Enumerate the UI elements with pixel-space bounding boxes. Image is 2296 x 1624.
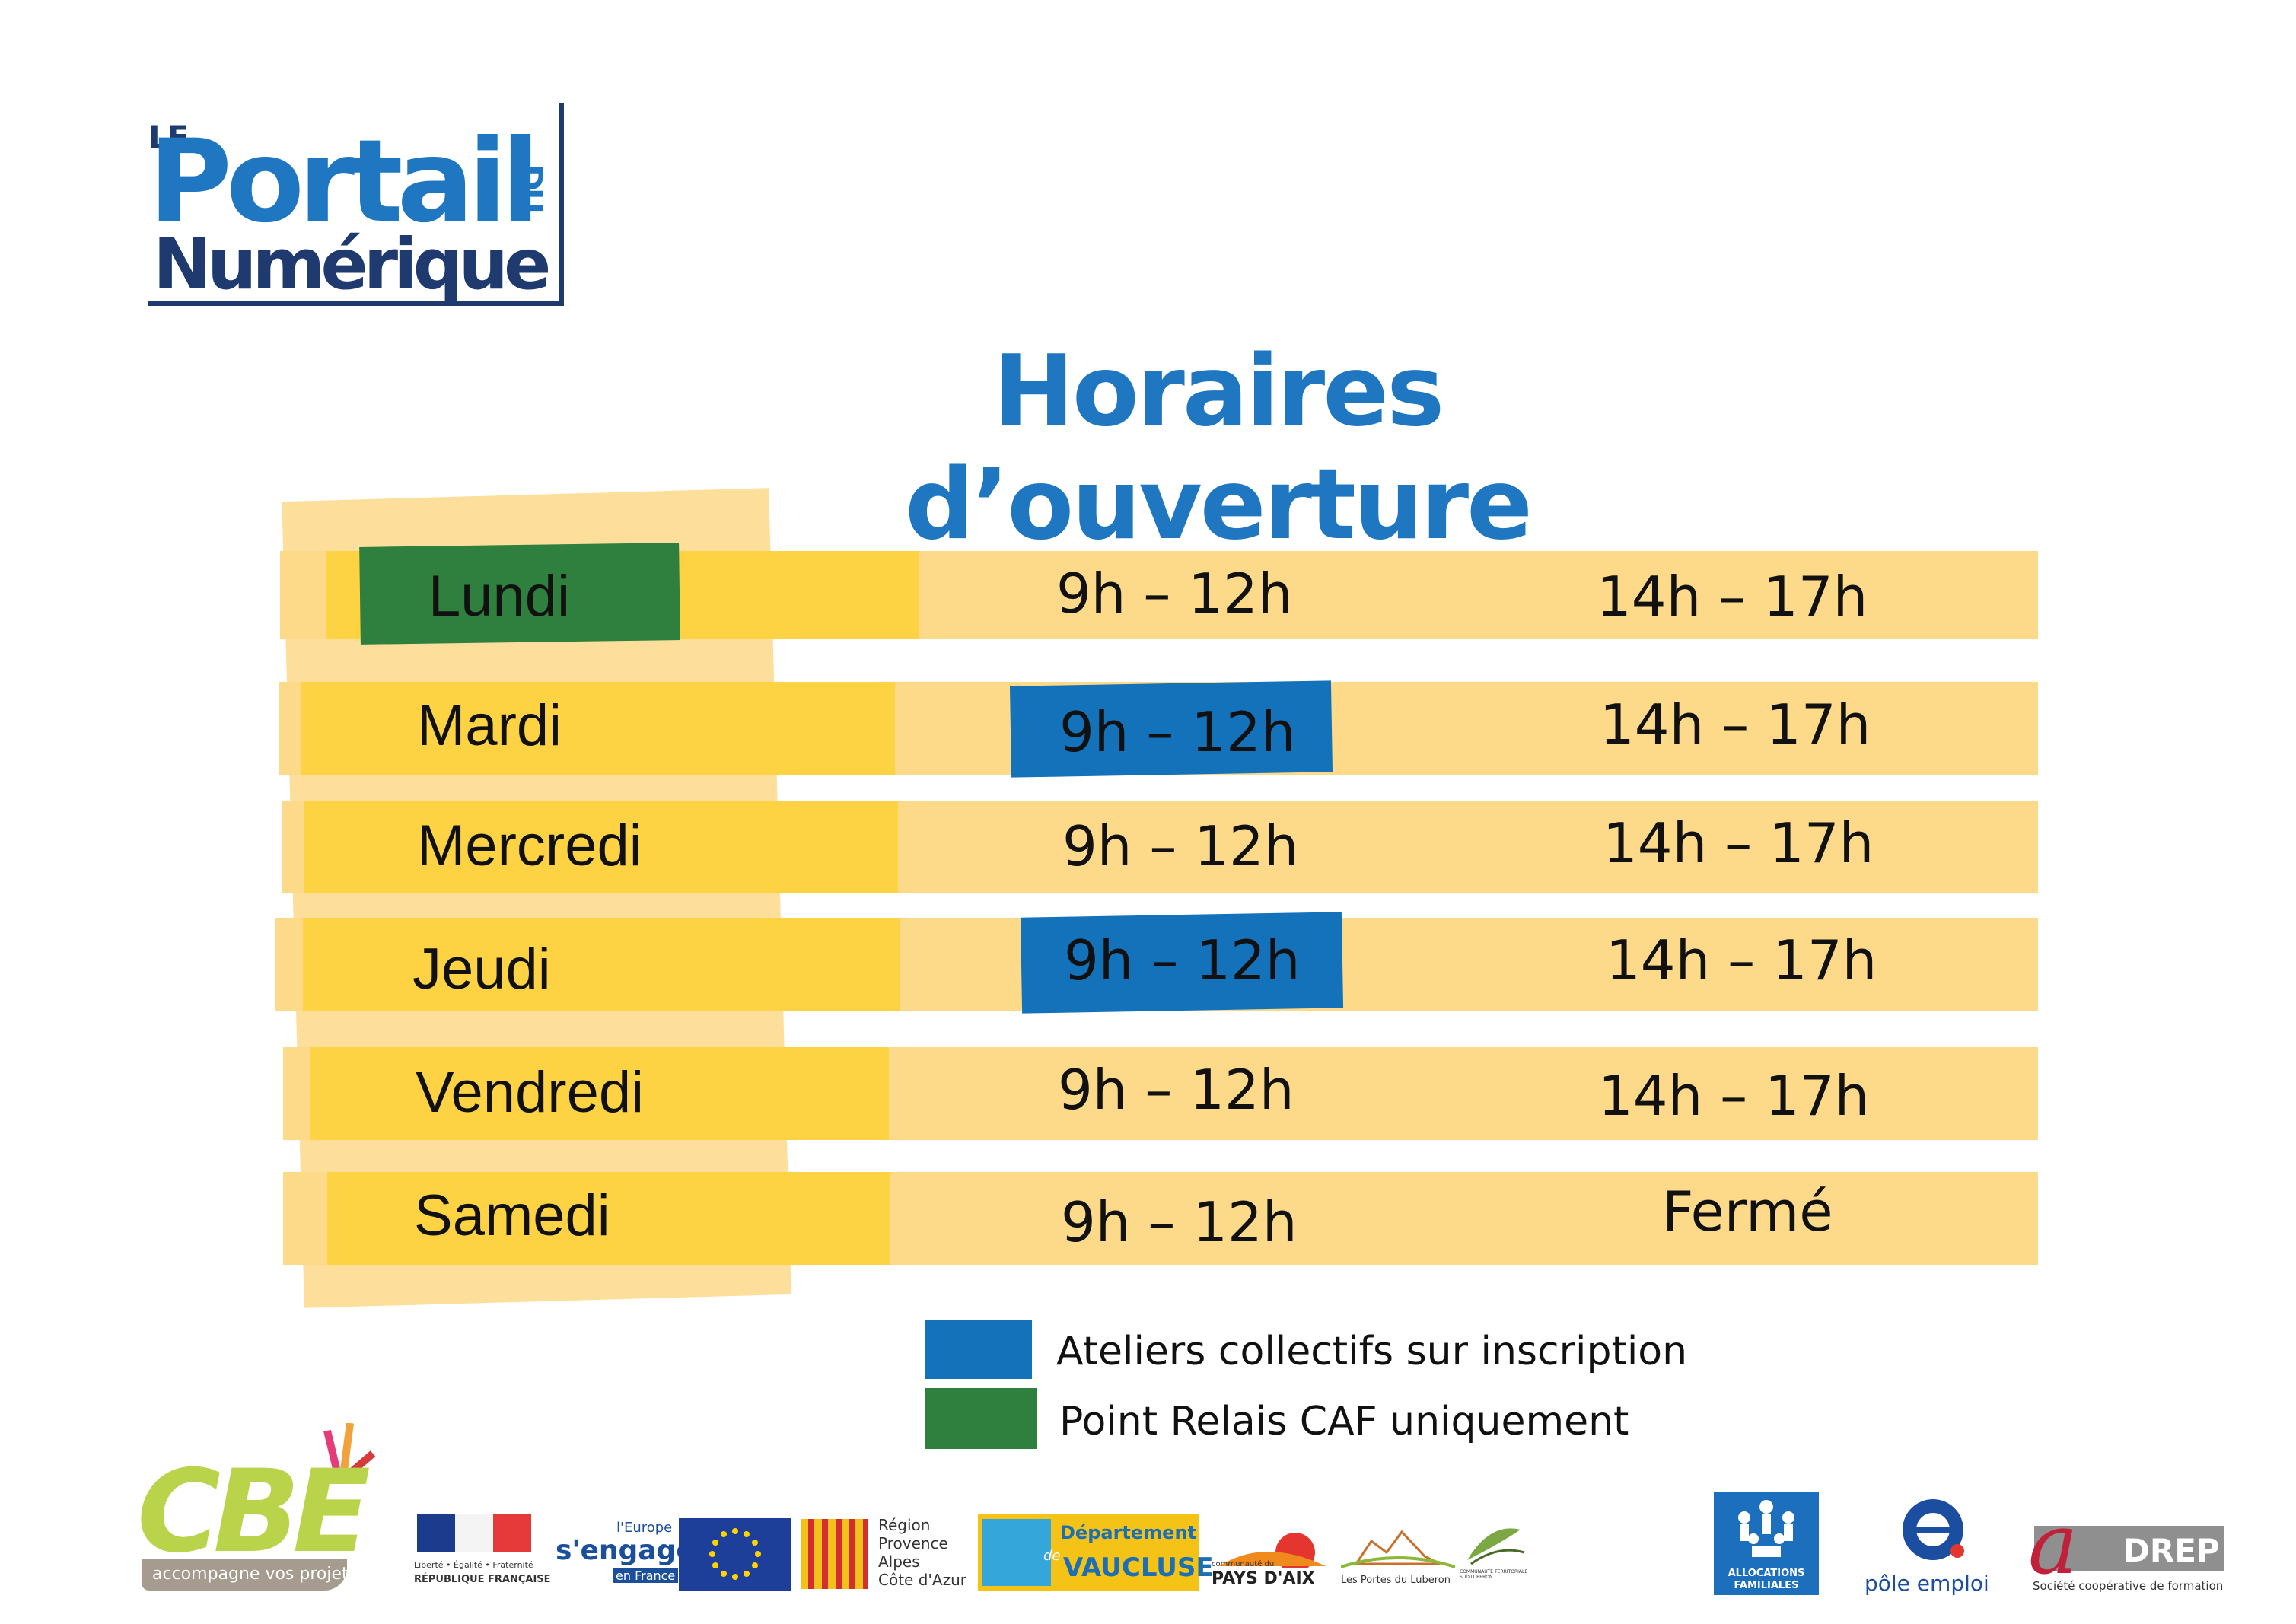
legend-label: Point Relais CAF uniquement [1059, 1399, 1629, 1444]
pays-aix-l2: PAYS D'AIX [1212, 1569, 1315, 1588]
day-label: Mercredi [417, 814, 642, 878]
schedule-row: Vendredi 9h – 12h 14h – 17h [283, 1047, 2038, 1140]
eu-flag-logo [679, 1518, 791, 1591]
logo-portail: Portail [148, 116, 540, 248]
flag-red [493, 1514, 531, 1552]
schedule-row: Jeudi 9h – 12h 14h – 17h [275, 912, 2038, 1014]
pole-emploi-e-icon [1903, 1499, 1964, 1560]
rf-motto: Liberté • Égalité • Fraternité [414, 1560, 533, 1570]
vaucluse-l2: de [1043, 1548, 1061, 1564]
cbe-tagline: accompagne vos projets [152, 1565, 358, 1584]
sud-luberon-leaf-icon [1467, 1528, 1525, 1565]
region-paca-logo: Région Provence Alpes Côte d'Azur [798, 1516, 973, 1592]
morning-hours: 9h – 12h [1059, 700, 1296, 764]
legend-item: Point Relais CAF uniquement [921, 1387, 1758, 1452]
pole-emploi-label: pôle emploi [1865, 1571, 1989, 1596]
schedule-row: Mercredi 9h – 12h 14h – 17h [282, 801, 2038, 893]
vaucluse-l1: Département [1060, 1522, 1197, 1543]
portail-numerique-logo: LE Portail DU Numérique [148, 97, 578, 310]
sud-luberon-label: COMMUNAUTÉ TERRITORIALE SUD LUBERON [1460, 1569, 1528, 1580]
cbe-name: CBE [137, 1446, 371, 1578]
region-shield-icon [801, 1519, 868, 1589]
pays-aix-sun-icon [1219, 1533, 1326, 1572]
day-strip [327, 1172, 890, 1265]
caf-logo: ALLOCATIONS FAMILIALES [1714, 1492, 1819, 1595]
vaucluse-l3: VAUCLUSE [1063, 1552, 1214, 1583]
morning-hours: 9h – 12h [1061, 1190, 1298, 1254]
rf-name: RÉPUBLIQUE FRANÇAISE [414, 1574, 551, 1585]
pole-emploi-logo: pôle emploi [1857, 1492, 2009, 1598]
legend-swatch-blue [925, 1320, 1032, 1379]
adrep-tagline: Société coopérative de formation [2033, 1579, 2224, 1593]
day-strip [310, 1047, 889, 1140]
pays-aix-l1: communauté du [1212, 1560, 1275, 1568]
caf-l1: ALLOCATIONS [1728, 1568, 1805, 1579]
schedule-row: Mardi 9h – 12h 14h – 17h [279, 680, 2038, 778]
legend-item: Ateliers collectifs sur inscription [921, 1317, 1758, 1382]
day-label: Lundi [428, 564, 570, 629]
eu-stars-icon [709, 1528, 761, 1580]
day-label: Mardi [417, 693, 562, 758]
afternoon-hours: 14h – 17h [1606, 928, 1877, 992]
logo-frame [148, 103, 564, 306]
europe-line1: l'Europe [616, 1520, 673, 1536]
day-label: Vendredi [416, 1060, 645, 1125]
schedule-row: Lundi 9h – 12h 14h – 17h [280, 543, 2038, 645]
day-strip [304, 801, 898, 893]
logo-du: DU [512, 164, 549, 211]
flag-white [455, 1514, 493, 1552]
afternoon-hours: Fermé [1662, 1180, 1833, 1243]
cbe-tagline-band [142, 1559, 347, 1591]
afternoon-hours: 14h – 17h [1600, 693, 1871, 756]
region-l4: Côte d'Azur [878, 1571, 966, 1589]
morning-hours: 9h – 12h [1064, 928, 1301, 992]
adrep-name: DREP [2123, 1532, 2220, 1569]
day-label: Jeudi [412, 937, 551, 1001]
adrep-a-icon: a [2028, 1495, 2078, 1593]
day-strip [303, 918, 900, 1011]
logo-le: LE [148, 119, 189, 156]
adrep-logo: a DREP Société coopérative de formation [2028, 1495, 2226, 1602]
day-strip [301, 682, 895, 775]
europe-line2: s'engage [556, 1535, 695, 1566]
afternoon-hours: 14h – 17h [1597, 565, 1868, 629]
europe-sengage-logo: l'Europe s'engage en France [556, 1518, 695, 1587]
adrep-band [2034, 1526, 2224, 1571]
region-l3: Alpes [878, 1552, 920, 1571]
cbe-logo: CBE accompagne vos projets [137, 1422, 388, 1598]
legend-swatch-green [925, 1388, 1037, 1449]
morning-hours: 9h – 12h [1058, 1058, 1294, 1122]
caf-l2: FAMILIALES [1734, 1580, 1799, 1591]
legend-label: Ateliers collectifs sur inscription [1056, 1329, 1688, 1374]
schedule-row: Samedi 9h – 12h Fermé [283, 1172, 2038, 1265]
cbe-mark [323, 1422, 376, 1479]
region-l1: Région [878, 1516, 931, 1534]
republique-francaise-logo: Liberté • Égalité • Fraternité RÉPUBLIQU… [411, 1514, 551, 1591]
vaucluse-logo: Département de VAUCLUSE [978, 1514, 1214, 1591]
sud-luberon-logo: COMMUNAUTÉ TERRITORIALE SUD LUBERON [1460, 1522, 1528, 1591]
morning-hours: 9h – 12h [1056, 562, 1293, 626]
logo-numerique: Numérique [153, 224, 551, 305]
legend: Ateliers collectifs sur inscription Poin… [921, 1317, 1758, 1469]
flag-blue [417, 1514, 455, 1552]
vaucluse-v-icon [982, 1519, 1051, 1586]
day-label: Samedi [414, 1183, 610, 1248]
caf-family-icon [1738, 1500, 1794, 1557]
luberon-label: Les Portes du Luberon [1341, 1575, 1451, 1586]
afternoon-hours: 14h – 17h [1603, 811, 1874, 875]
luberon-village-icon [1340, 1530, 1456, 1568]
afternoon-hours: 14h – 17h [1598, 1064, 1870, 1128]
page-title: Horaires d’ouverture [905, 335, 1533, 562]
europe-line3: en France [613, 1568, 679, 1583]
region-l2: Provence [878, 1534, 948, 1552]
portes-luberon-logo: Les Portes du Luberon [1340, 1518, 1456, 1591]
morning-hours: 9h – 12h [1062, 814, 1299, 878]
pays-aix-logo: communauté du PAYS D'AIX [1212, 1522, 1333, 1591]
